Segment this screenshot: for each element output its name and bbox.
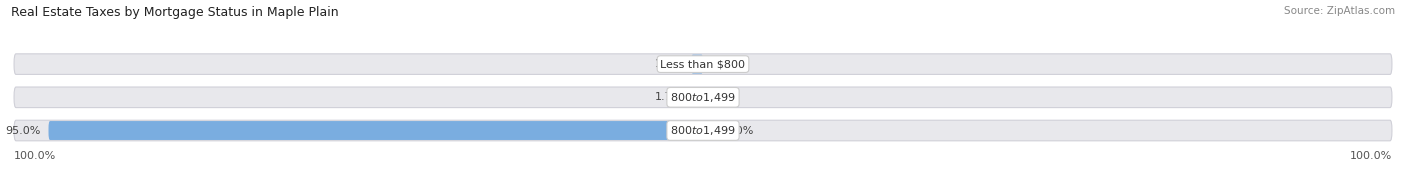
Text: 1.7%: 1.7% [655,92,683,102]
FancyBboxPatch shape [48,121,703,140]
Text: 100.0%: 100.0% [1350,151,1392,161]
FancyBboxPatch shape [14,87,1392,108]
Text: $800 to $1,499: $800 to $1,499 [671,124,735,137]
FancyBboxPatch shape [703,121,717,140]
FancyBboxPatch shape [692,55,703,74]
Text: 2.0%: 2.0% [725,126,754,136]
Text: 95.0%: 95.0% [4,126,41,136]
Text: Source: ZipAtlas.com: Source: ZipAtlas.com [1284,6,1395,16]
FancyBboxPatch shape [14,120,1392,141]
Text: 1.7%: 1.7% [655,59,683,69]
Text: Less than $800: Less than $800 [661,59,745,69]
Text: 0.0%: 0.0% [711,59,740,69]
Text: $800 to $1,499: $800 to $1,499 [671,91,735,104]
FancyBboxPatch shape [14,54,1392,74]
Text: 100.0%: 100.0% [14,151,56,161]
Text: 0.0%: 0.0% [711,92,740,102]
Text: Real Estate Taxes by Mortgage Status in Maple Plain: Real Estate Taxes by Mortgage Status in … [11,6,339,19]
FancyBboxPatch shape [692,88,703,107]
